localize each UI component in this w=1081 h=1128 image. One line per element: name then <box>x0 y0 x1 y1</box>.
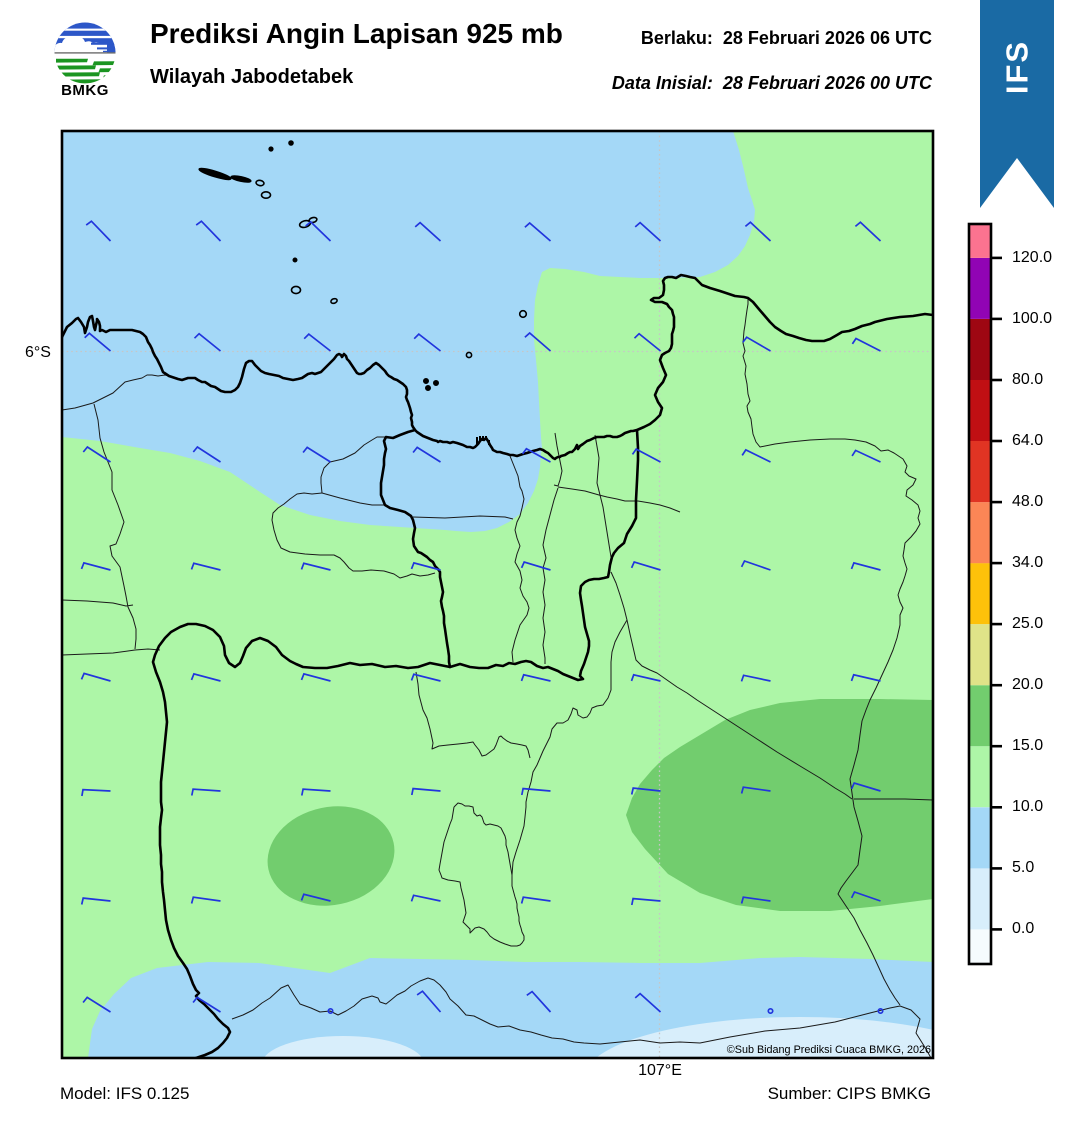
svg-text:IFS: IFS <box>1000 40 1035 94</box>
svg-text:©Sub Bidang Prediksi Cuaca BMK: ©Sub Bidang Prediksi Cuaca BMKG, 2026 <box>727 1044 931 1056</box>
